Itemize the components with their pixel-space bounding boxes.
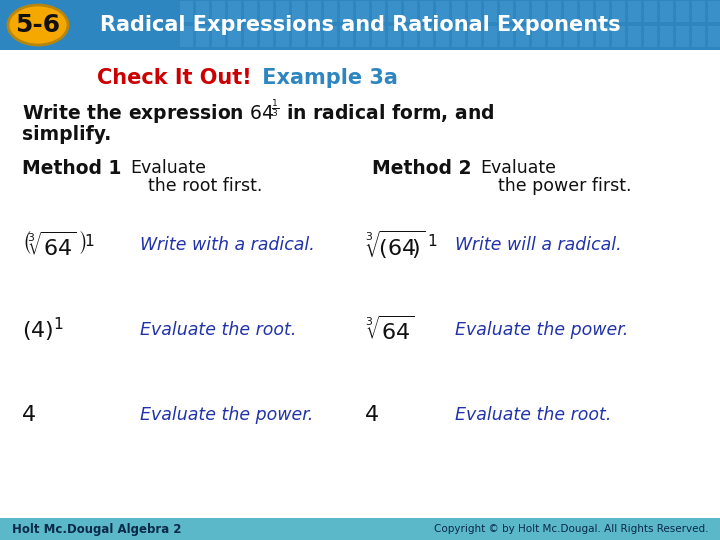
Bar [452,26,465,47]
Text: Method 2: Method 2 [372,159,472,178]
Bar [580,1,593,22]
Bar [372,1,385,22]
Bar [628,26,641,47]
Bar [436,26,449,47]
Text: Evaluate the root.: Evaluate the root. [140,321,297,339]
Bar [692,1,705,22]
Text: $\sqrt[3]{64}$: $\sqrt[3]{64}$ [365,316,414,344]
Bar [292,26,305,47]
Text: $\sqrt[3]{\!(64\!)}\,^{1}$: $\sqrt[3]{\!(64\!)}\,^{1}$ [365,229,438,261]
Text: the power first.: the power first. [498,177,631,195]
Bar [420,1,433,22]
Text: Example 3a: Example 3a [255,68,398,88]
Bar [564,1,577,22]
Text: Write the expression $64^{\!\frac{1}{3}}$ in radical form, and: Write the expression $64^{\!\frac{1}{3}}… [22,98,495,126]
Bar [660,1,673,22]
Text: Evaluate: Evaluate [480,159,556,177]
Bar [372,26,385,47]
Text: Copyright © by Holt Mc.Dougal. All Rights Reserved.: Copyright © by Holt Mc.Dougal. All Right… [433,524,708,534]
Bar [644,26,657,47]
Bar [324,1,337,22]
Text: Write will a radical.: Write will a radical. [455,236,621,254]
Text: 5-6: 5-6 [15,13,60,37]
Bar [420,26,433,47]
Bar [436,1,449,22]
Bar [644,1,657,22]
Bar [244,26,257,47]
Text: Holt Mc.Dougal Algebra 2: Holt Mc.Dougal Algebra 2 [12,523,181,536]
Ellipse shape [8,5,68,45]
Bar [228,1,241,22]
Bar [532,1,545,22]
Bar [548,1,561,22]
Bar [580,26,593,47]
Bar [708,26,720,47]
Text: Method 1: Method 1 [22,159,122,178]
Bar [340,26,353,47]
Bar [388,26,401,47]
Text: Evaluate: Evaluate [130,159,206,177]
Bar [468,26,481,47]
Bar [0,518,720,540]
Text: 4: 4 [22,405,36,425]
Bar [180,1,193,22]
Bar [276,1,289,22]
Bar [308,1,321,22]
Text: Write with a radical.: Write with a radical. [140,236,315,254]
Bar [676,26,689,47]
Bar [388,1,401,22]
Bar [196,1,209,22]
Bar [404,1,417,22]
Bar [484,1,497,22]
Bar [196,26,209,47]
Text: $\left(\!\sqrt[3]{64}\,\right)^{\!1}$: $\left(\!\sqrt[3]{64}\,\right)^{\!1}$ [22,231,95,260]
Bar [676,1,689,22]
Bar [340,1,353,22]
Bar [180,26,193,47]
Text: Evaluate the root.: Evaluate the root. [455,406,611,424]
Bar [324,26,337,47]
Text: Check It Out!: Check It Out! [97,68,252,88]
Text: Evaluate the power.: Evaluate the power. [455,321,629,339]
Bar [356,26,369,47]
Bar [532,26,545,47]
Bar [212,1,225,22]
Bar [596,26,609,47]
Bar [548,26,561,47]
Bar [484,26,497,47]
Bar [564,26,577,47]
Bar [692,26,705,47]
Bar [660,26,673,47]
Bar [708,1,720,22]
Text: the root first.: the root first. [148,177,262,195]
Bar [292,1,305,22]
Text: Radical Expressions and Rational Exponents: Radical Expressions and Rational Exponen… [100,15,621,35]
Bar [308,26,321,47]
Bar [404,26,417,47]
Text: simplify.: simplify. [22,125,112,145]
Bar [260,26,273,47]
Bar [612,1,625,22]
Bar [468,1,481,22]
Text: $(4)^{1}$: $(4)^{1}$ [22,316,64,344]
Bar [500,26,513,47]
Bar [276,26,289,47]
Text: 4: 4 [365,405,379,425]
Bar [212,26,225,47]
Bar [628,1,641,22]
Bar [596,1,609,22]
Bar [260,1,273,22]
Bar [516,1,529,22]
Bar [228,26,241,47]
Text: Evaluate the power.: Evaluate the power. [140,406,313,424]
Bar [0,0,720,50]
Bar [244,1,257,22]
Bar [516,26,529,47]
Bar [452,1,465,22]
Bar [612,26,625,47]
Bar [356,1,369,22]
Bar [500,1,513,22]
